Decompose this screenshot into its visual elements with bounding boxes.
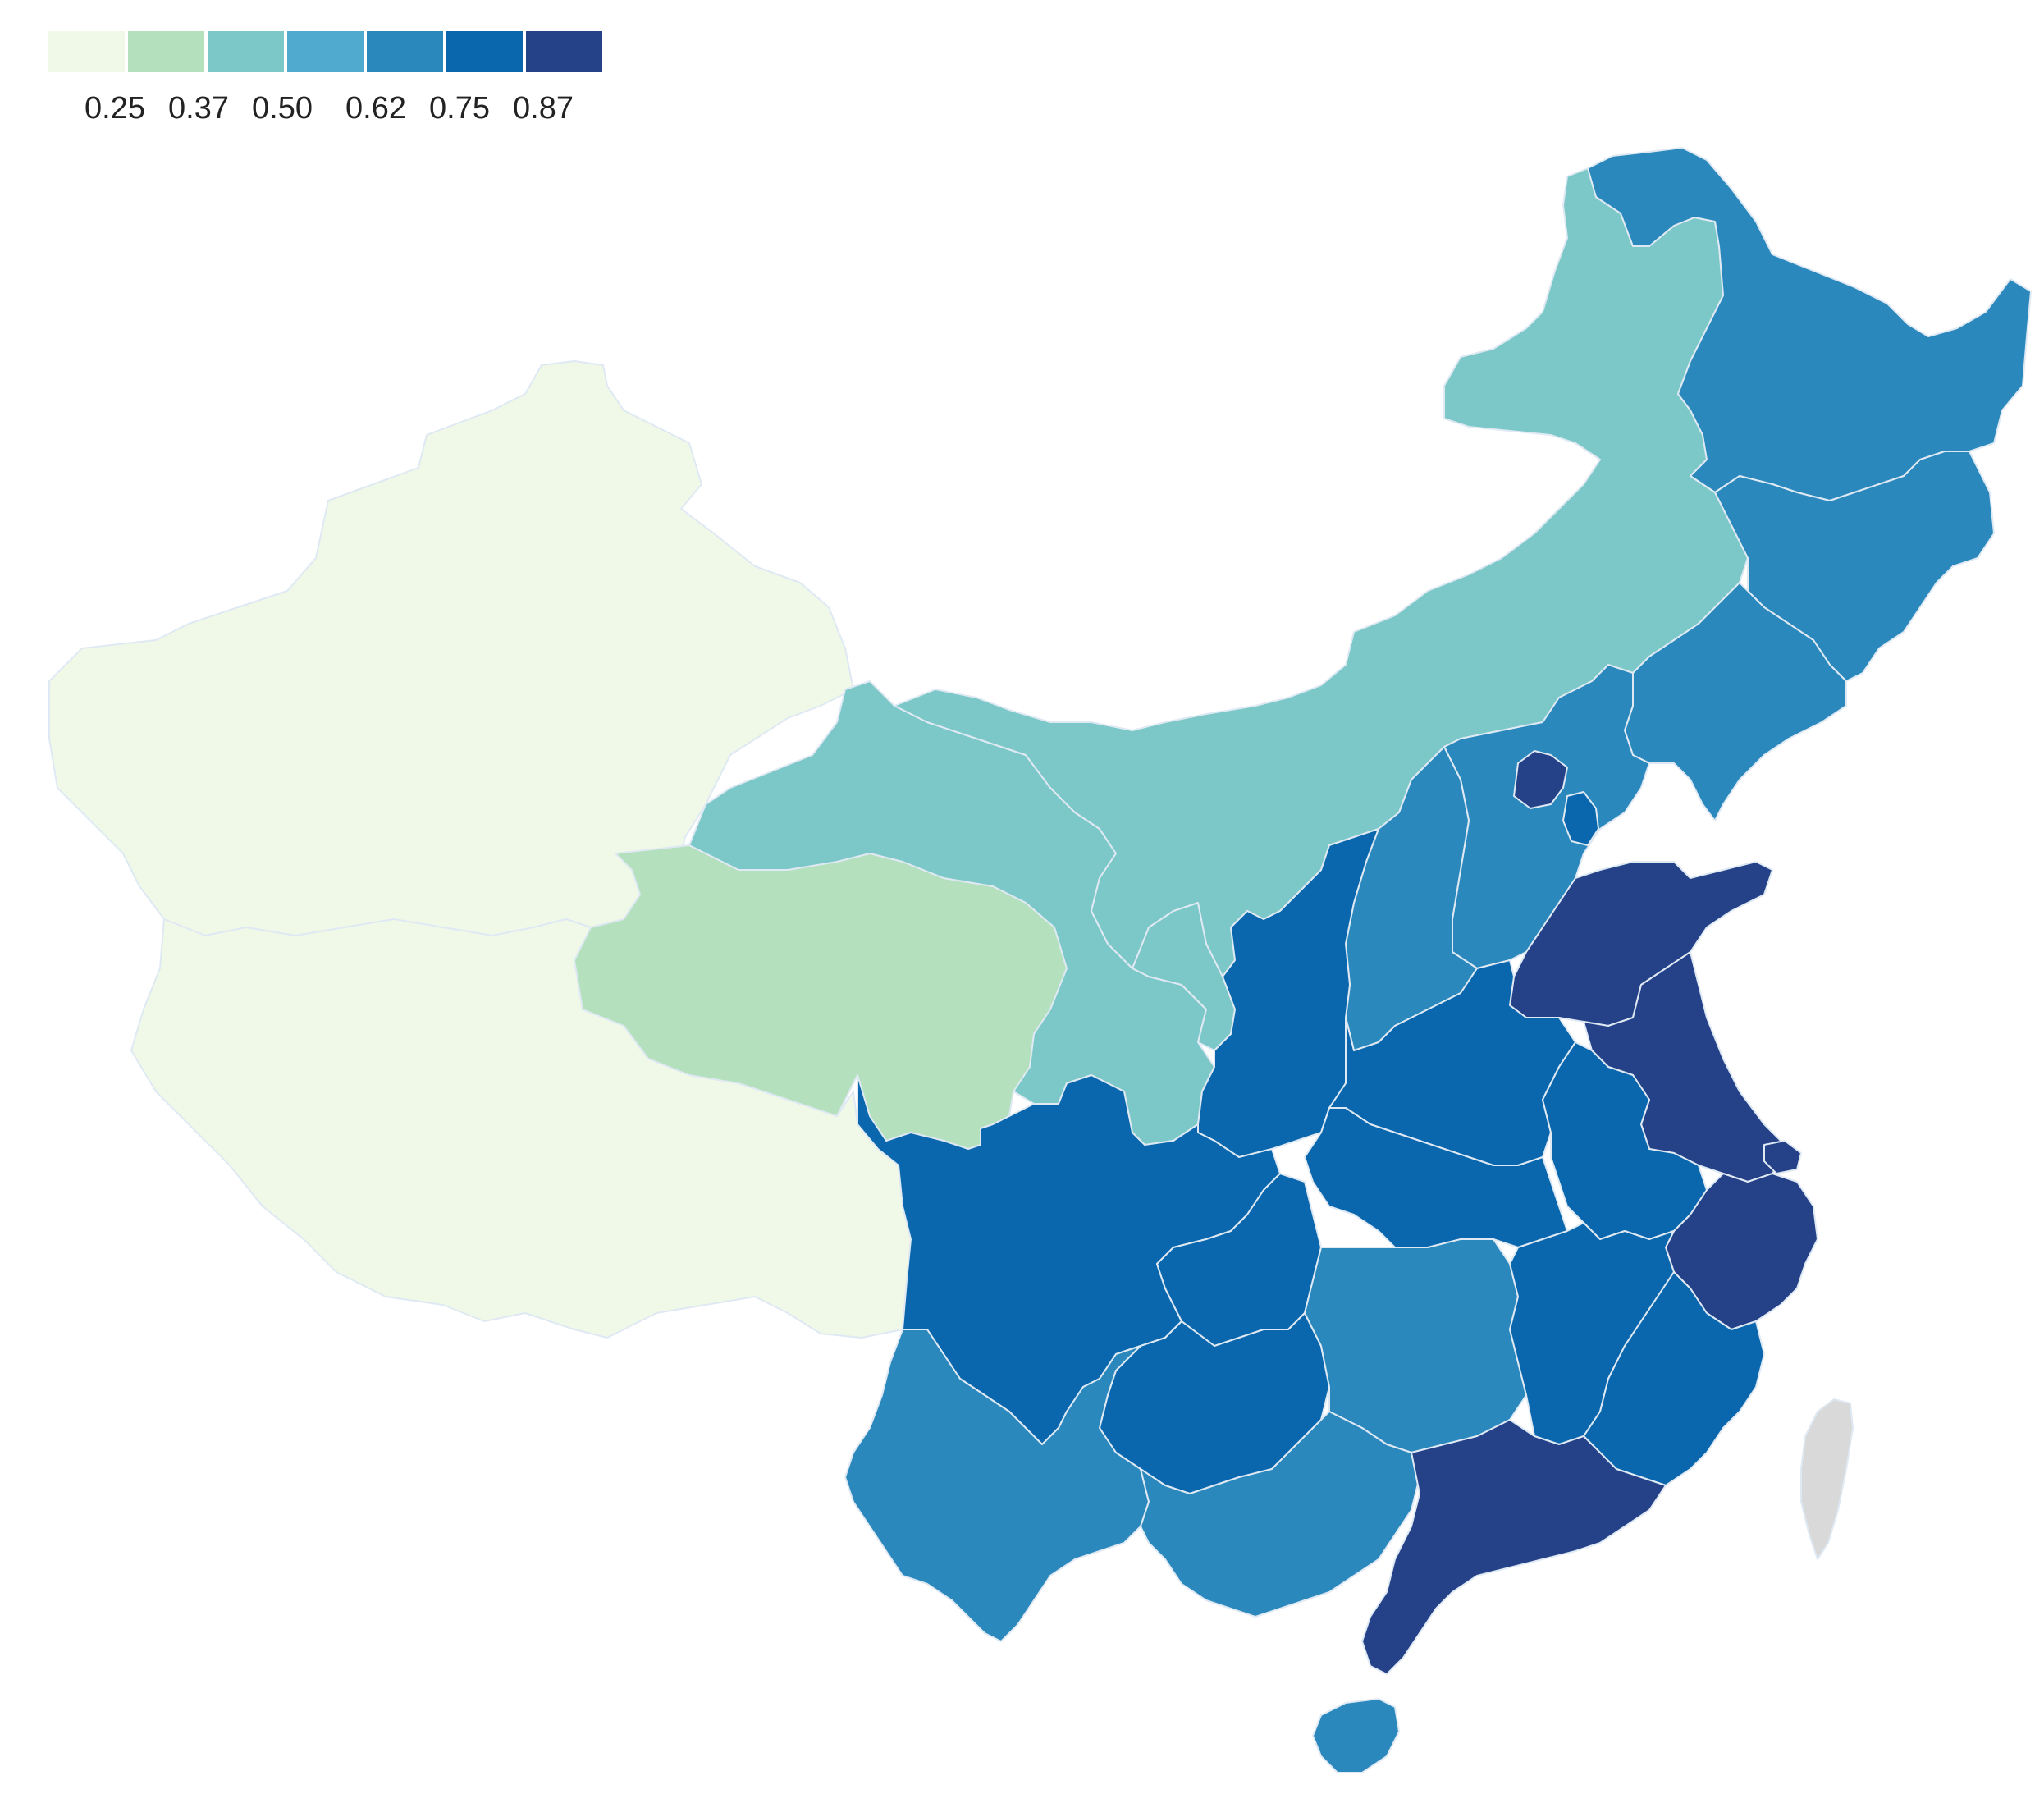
color-legend: 0.25 0.37 0.50 0.62 0.75 0.87 bbox=[47, 30, 604, 126]
region-fujian[interactable] bbox=[1583, 1271, 1765, 1486]
region-guangdong[interactable] bbox=[1361, 1419, 1667, 1675]
legend-label: 0.25 bbox=[85, 91, 145, 126]
legend-label: 0.37 bbox=[168, 91, 229, 126]
region-taiwan[interactable] bbox=[1800, 1398, 1854, 1560]
region-hubei[interactable] bbox=[1304, 1107, 1568, 1248]
region-yunnan[interactable] bbox=[844, 1329, 1150, 1642]
legend-label: 0.75 bbox=[429, 91, 490, 126]
provinces bbox=[48, 147, 2032, 1773]
legend-swatch bbox=[206, 30, 286, 74]
region-tianjin[interactable] bbox=[1562, 791, 1599, 846]
legend-swatch bbox=[47, 30, 126, 74]
region-beijing[interactable] bbox=[1513, 750, 1568, 809]
legend-swatch bbox=[524, 30, 604, 74]
legend-swatch bbox=[365, 30, 445, 74]
legend-label: 0.62 bbox=[345, 91, 406, 126]
legend-label: 0.87 bbox=[513, 91, 574, 126]
legend-swatch bbox=[126, 30, 206, 74]
legend-label: 0.50 bbox=[252, 91, 313, 126]
legend-swatch bbox=[445, 30, 524, 74]
region-hainan[interactable] bbox=[1312, 1698, 1400, 1773]
region-liaoning[interactable] bbox=[1624, 582, 1847, 821]
legend-swatch bbox=[286, 30, 365, 74]
region-shanghai[interactable] bbox=[1763, 1140, 1802, 1174]
region-guangxi[interactable] bbox=[1140, 1411, 1420, 1618]
